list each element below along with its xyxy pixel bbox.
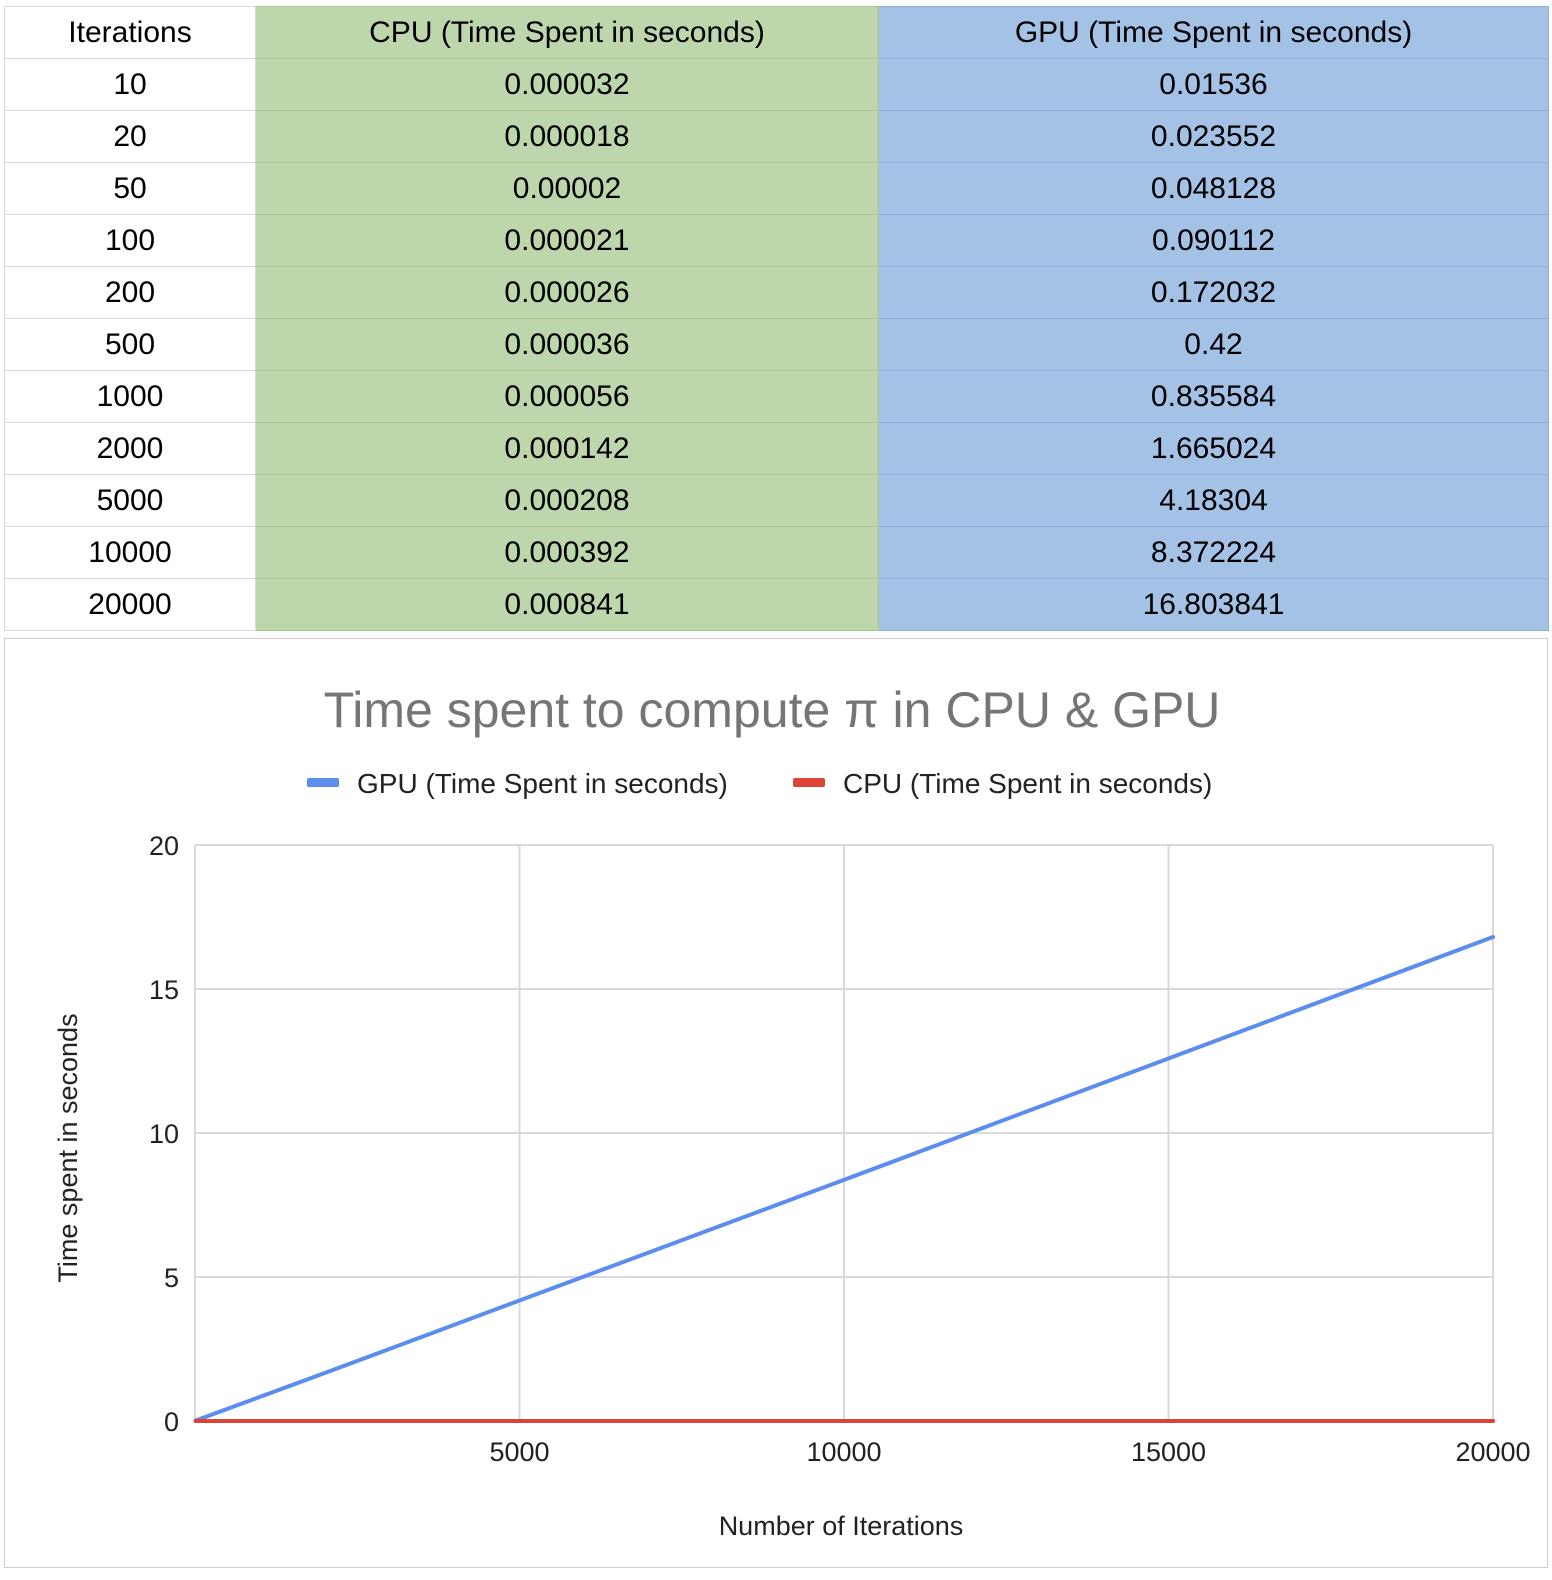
data-table-container: Iterations CPU (Time Spent in seconds) G… (4, 6, 1549, 631)
chart-legend: GPU (Time Spent in seconds) CPU (Time Spe… (307, 768, 1212, 799)
header-cpu[interactable]: CPU (Time Spent in seconds) (255, 6, 879, 59)
x-tick-label: 15000 (1131, 1437, 1206, 1467)
y-axis-ticks: 0 5 10 15 20 (149, 831, 179, 1437)
cell-cpu[interactable]: 0.000032 (255, 58, 879, 111)
cell-iterations[interactable]: 5000 (4, 474, 256, 527)
cell-cpu[interactable]: 0.000392 (255, 526, 879, 579)
table-row: 200 0.000026 0.172032 (4, 266, 1549, 319)
legend-label[interactable]: GPU (Time Spent in seconds) (357, 768, 728, 799)
data-table: Iterations CPU (Time Spent in seconds) G… (4, 6, 1549, 631)
cell-gpu[interactable]: 4.18304 (878, 474, 1549, 527)
cell-iterations[interactable]: 20 (4, 110, 256, 163)
cell-iterations[interactable]: 200 (4, 266, 256, 319)
cell-gpu[interactable]: 0.172032 (878, 266, 1549, 319)
cell-gpu[interactable]: 0.048128 (878, 162, 1549, 215)
table-row: 100 0.000021 0.090112 (4, 214, 1549, 267)
cell-cpu[interactable]: 0.000021 (255, 214, 879, 267)
chart-container: Time spent to compute π in CPU & GPU GPU… (4, 638, 1548, 1568)
y-tick-label: 0 (164, 1407, 179, 1437)
table-row: 1000 0.000056 0.835584 (4, 370, 1549, 423)
cell-iterations[interactable]: 2000 (4, 422, 256, 475)
cell-iterations[interactable]: 20000 (4, 578, 256, 631)
cell-iterations[interactable]: 100 (4, 214, 256, 267)
table-row: 2000 0.000142 1.665024 (4, 422, 1549, 475)
cell-cpu[interactable]: 0.000142 (255, 422, 879, 475)
cell-gpu[interactable]: 16.803841 (878, 578, 1549, 631)
table-row: 20 0.000018 0.023552 (4, 110, 1549, 163)
cell-gpu[interactable]: 0.023552 (878, 110, 1549, 163)
table-row: 500 0.000036 0.42 (4, 318, 1549, 371)
x-axis-label: Number of Iterations (719, 1511, 964, 1541)
cell-cpu[interactable]: 0.000056 (255, 370, 879, 423)
x-tick-label: 10000 (806, 1437, 881, 1467)
cell-cpu[interactable]: 0.000026 (255, 266, 879, 319)
table-row: 10000 0.000392 8.372224 (4, 526, 1549, 579)
y-tick-label: 15 (149, 975, 179, 1005)
cell-cpu[interactable]: 0.000841 (255, 578, 879, 631)
cell-iterations[interactable]: 10000 (4, 526, 256, 579)
header-gpu[interactable]: GPU (Time Spent in seconds) (878, 6, 1549, 59)
cell-iterations[interactable]: 1000 (4, 370, 256, 423)
cell-cpu[interactable]: 0.000036 (255, 318, 879, 371)
x-tick-label: 20000 (1455, 1437, 1530, 1467)
table-body: 10 0.000032 0.01536 20 0.000018 0.023552 50 0.0… (4, 58, 1549, 631)
legend-swatch (307, 778, 339, 787)
cell-cpu[interactable]: 0.00002 (255, 162, 879, 215)
legend-label[interactable]: CPU (Time Spent in seconds) (843, 768, 1212, 799)
cell-gpu[interactable]: 8.372224 (878, 526, 1549, 579)
y-tick-label: 20 (149, 831, 179, 861)
x-axis-ticks: 5000 10000 15000 20000 (489, 1437, 1530, 1467)
y-axis-label: Time spent in seconds (53, 1013, 83, 1282)
cell-gpu[interactable]: 1.665024 (878, 422, 1549, 475)
chart-series (193, 935, 1495, 1423)
chart-title: Time spent to compute π in CPU & GPU (324, 682, 1221, 738)
cell-gpu[interactable]: 0.090112 (878, 214, 1549, 267)
cell-cpu[interactable]: 0.000208 (255, 474, 879, 527)
cell-iterations[interactable]: 500 (4, 318, 256, 371)
header-iterations[interactable]: Iterations (4, 6, 256, 59)
table-header-row: Iterations CPU (Time Spent in seconds) G… (4, 6, 1549, 59)
x-tick-label: 5000 (489, 1437, 549, 1467)
cell-iterations[interactable]: 50 (4, 162, 256, 215)
cell-gpu[interactable]: 0.01536 (878, 58, 1549, 111)
cell-cpu[interactable]: 0.000018 (255, 110, 879, 163)
table-row: 20000 0.000841 16.803841 (4, 578, 1549, 631)
cell-gpu[interactable]: 0.835584 (878, 370, 1549, 423)
table-row: 10 0.000032 0.01536 (4, 58, 1549, 111)
cell-gpu[interactable]: 0.42 (878, 318, 1549, 371)
table-row: 5000 0.000208 4.18304 (4, 474, 1549, 527)
table-row: 50 0.00002 0.048128 (4, 162, 1549, 215)
chart-grid (194, 844, 1494, 1422)
y-tick-label: 5 (164, 1263, 179, 1293)
cell-iterations[interactable]: 10 (4, 58, 256, 111)
line-chart: Time spent to compute π in CPU & GPU GPU… (53, 682, 1531, 1541)
y-tick-label: 10 (149, 1119, 179, 1149)
legend-swatch (793, 778, 825, 787)
